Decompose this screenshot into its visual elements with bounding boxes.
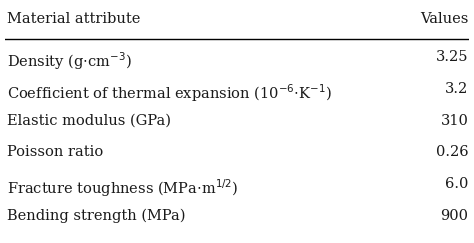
Text: 6.0: 6.0 [445,177,468,191]
Text: Density (g$\cdot$cm$^{-3}$): Density (g$\cdot$cm$^{-3}$) [7,50,132,72]
Text: 3.2: 3.2 [445,82,468,96]
Text: Material attribute: Material attribute [7,12,140,26]
Text: Values: Values [420,12,468,26]
Text: Fracture toughness (MPa$\cdot$m$^{1/2}$): Fracture toughness (MPa$\cdot$m$^{1/2}$) [7,177,238,199]
Text: Coefficient of thermal expansion (10$^{-6}$$\cdot$K$^{-1}$): Coefficient of thermal expansion (10$^{-… [7,82,332,104]
Text: Poisson ratio: Poisson ratio [7,145,103,159]
Text: Bending strength (MPa): Bending strength (MPa) [7,209,185,223]
Text: 3.25: 3.25 [436,50,468,64]
Text: 900: 900 [440,209,468,223]
Text: Elastic modulus (GPa): Elastic modulus (GPa) [7,113,171,128]
Text: 310: 310 [440,113,468,128]
Text: 0.26: 0.26 [436,145,468,159]
